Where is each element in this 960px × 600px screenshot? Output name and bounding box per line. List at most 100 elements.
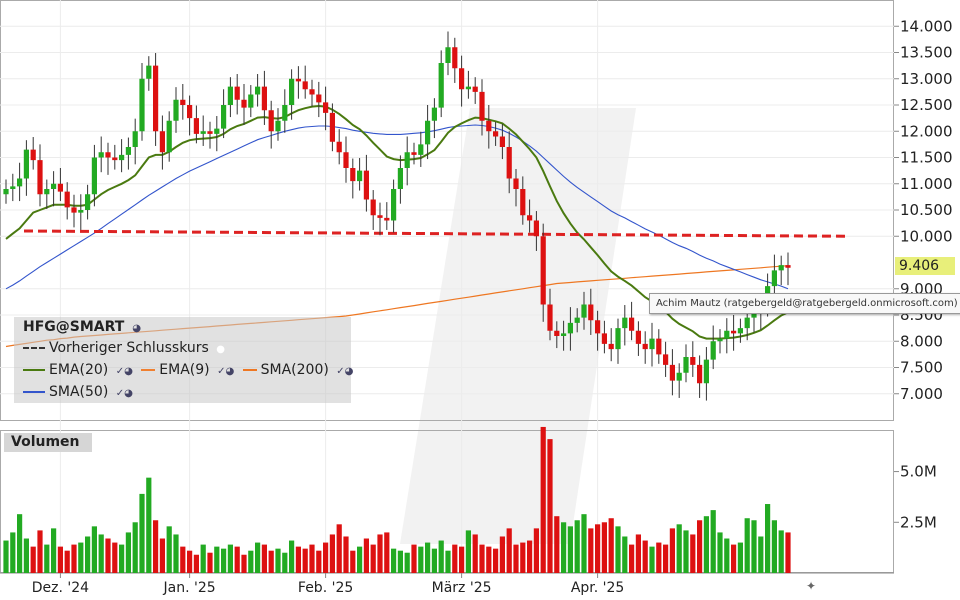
visibility-icon[interactable]: ●: [216, 344, 225, 355]
volume-bar: [363, 538, 369, 573]
volume-axis: 5.0M 2.5M: [894, 463, 937, 531]
volume-bar: [23, 538, 29, 573]
candle-body: [105, 152, 111, 158]
candle-body: [343, 152, 349, 168]
volume-bar: [527, 540, 533, 573]
volume-bar: [309, 544, 315, 573]
volume-bar: [663, 544, 669, 573]
volume-bar: [567, 526, 573, 573]
candle-body: [561, 333, 567, 336]
price-tick-label: 12.500: [900, 96, 953, 114]
candle-body: [146, 65, 152, 79]
candle-body: [57, 183, 63, 192]
candle-body: [690, 357, 696, 365]
candle-body: [479, 91, 485, 121]
volume-bar: [520, 542, 526, 573]
volume-bar: [459, 546, 465, 573]
volume-bar: [710, 510, 716, 573]
candle-body: [329, 112, 335, 142]
volume-bar: [635, 534, 641, 573]
candle-body: [10, 186, 16, 189]
volume-bar: [581, 514, 587, 573]
volume-bar: [438, 540, 444, 573]
candle-body: [23, 149, 29, 179]
volume-bar: [132, 522, 138, 573]
candle-body: [595, 320, 601, 334]
volume-bar: [112, 542, 118, 573]
check-icon[interactable]: ✓◕: [217, 366, 235, 377]
dashed-line-swatch: [23, 347, 45, 349]
candle-body: [533, 220, 539, 237]
candle-body: [316, 94, 322, 103]
volume-bar: [391, 548, 397, 573]
sma200-swatch: [242, 369, 257, 371]
volume-bar: [146, 477, 152, 573]
candle-body: [744, 317, 750, 329]
volume-bar: [268, 550, 274, 573]
volume-bar: [649, 546, 655, 573]
volume-bar: [669, 528, 675, 573]
ema9-swatch: [141, 369, 156, 371]
volume-bar: [554, 516, 560, 573]
volume-bar: [744, 518, 750, 573]
candle-body: [663, 354, 669, 365]
candle-body: [71, 207, 77, 213]
volume-bar: [472, 534, 478, 573]
candle-body: [554, 330, 560, 336]
volume-bar: [282, 552, 288, 573]
candle-body: [227, 86, 233, 105]
volume-bar: [404, 552, 410, 573]
check-icon[interactable]: ✓◕: [115, 366, 133, 377]
price-tick-label: 10.000: [900, 227, 953, 245]
time-tick-label: Apr. '25: [571, 580, 625, 596]
volume-bar: [30, 546, 36, 573]
volume-bar: [751, 520, 757, 573]
candle-body: [778, 265, 784, 271]
volume-panel-label: Volumen: [4, 433, 92, 452]
check-icon[interactable]: ✓◕: [336, 366, 354, 377]
volume-bar: [758, 536, 764, 573]
candle-body: [3, 189, 9, 195]
candle-body: [506, 147, 512, 179]
volume-bar: [159, 538, 165, 573]
candle-body: [411, 152, 417, 155]
candle-body: [30, 149, 36, 161]
legend-label: Vorheriger Schlusskurs: [49, 340, 209, 356]
candle-body: [669, 364, 675, 381]
volume-bar: [323, 542, 329, 573]
settings-icon[interactable]: ◕: [132, 323, 141, 334]
candle-body: [445, 47, 451, 63]
volume-bar: [357, 546, 363, 573]
volume-bar: [64, 550, 70, 573]
volume-bar: [227, 544, 233, 573]
candle-body: [91, 157, 97, 195]
candle-body: [139, 78, 145, 132]
axis-scroll-icon[interactable]: ✦: [806, 579, 816, 593]
candle-body: [452, 47, 458, 69]
volume-bar: [418, 546, 424, 573]
volume-bar: [656, 542, 662, 573]
volume-bar: [540, 426, 546, 573]
candle-body: [125, 147, 131, 155]
price-tick-label: 11.000: [900, 175, 953, 193]
check-icon[interactable]: ✓◕: [115, 388, 133, 399]
volume-bar: [547, 439, 553, 573]
candle-body: [37, 160, 43, 195]
sma50-swatch: [23, 391, 45, 393]
volume-bar: [343, 536, 349, 573]
legend-label: SMA(50): [49, 384, 109, 400]
volume-bar: [85, 536, 91, 573]
candle-body: [200, 131, 206, 134]
last-price-tag: 9.406: [895, 257, 955, 275]
candle-body: [17, 178, 23, 187]
volume-bar: [119, 544, 125, 573]
volume-bar: [622, 536, 628, 573]
candle-body: [255, 86, 261, 95]
volume-bar: [493, 548, 499, 573]
volume-bar: [506, 528, 512, 573]
candle-body: [717, 338, 723, 342]
candle-body: [98, 152, 104, 158]
candle-body: [785, 265, 791, 268]
volume-bar: [350, 550, 356, 573]
tooltip: Achim Mautz (ratgebergeld@ratgebergeld.o…: [649, 293, 960, 314]
